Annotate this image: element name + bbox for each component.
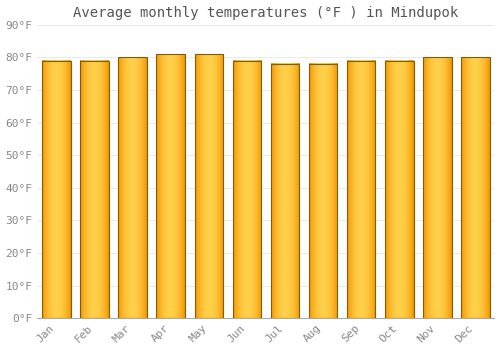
- Bar: [232, 61, 261, 318]
- Bar: [423, 57, 452, 318]
- Bar: [118, 57, 147, 318]
- Bar: [461, 57, 490, 318]
- Title: Average monthly temperatures (°F ) in Mindupok: Average monthly temperatures (°F ) in Mi…: [74, 6, 458, 20]
- Bar: [80, 61, 109, 318]
- Bar: [194, 54, 223, 318]
- Bar: [347, 61, 376, 318]
- Bar: [385, 61, 414, 318]
- Bar: [42, 61, 70, 318]
- Bar: [309, 64, 338, 318]
- Bar: [156, 54, 185, 318]
- Bar: [270, 64, 300, 318]
